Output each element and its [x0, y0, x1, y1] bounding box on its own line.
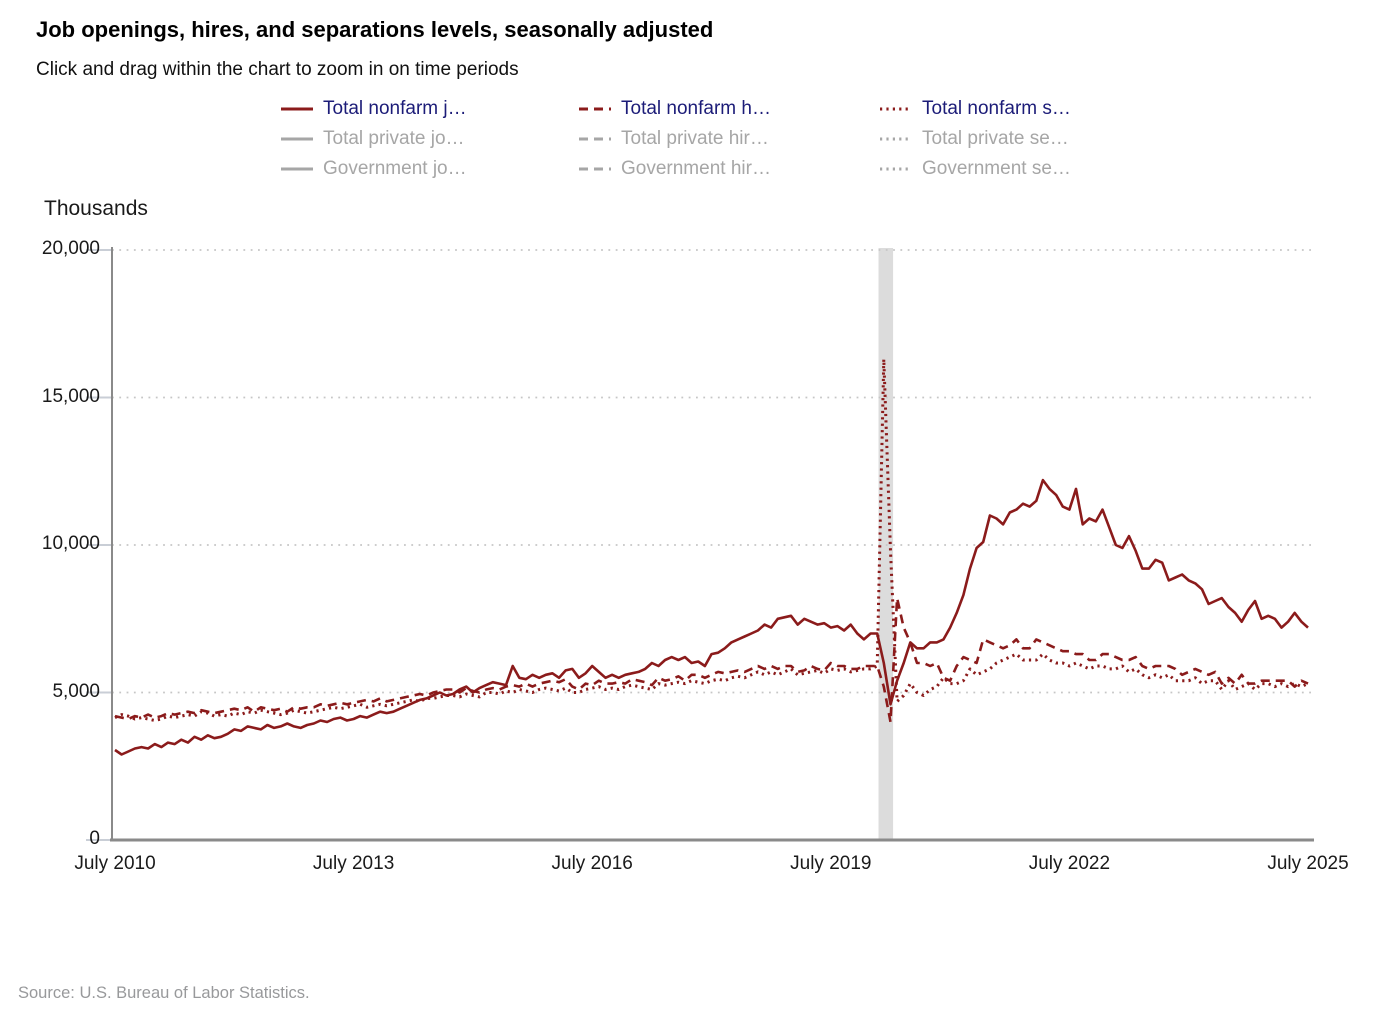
legend-line-dotted-icon [880, 107, 912, 111]
x-tick-label: July 2025 [1267, 853, 1349, 874]
legend-label: Total nonfarm j… [323, 98, 467, 119]
x-tick-label: July 2022 [1028, 853, 1111, 874]
y-tick-label: 15,000 [41, 385, 100, 407]
x-tick-label: July 2019 [790, 853, 872, 874]
legend-item-2-1[interactable]: Government hir… [578, 154, 879, 184]
legend-line-dotted-icon [880, 137, 912, 141]
legend-item-1-0[interactable]: Total private jo… [280, 124, 578, 154]
x-tick-label: July 2016 [551, 853, 633, 874]
chart-zoom-hint: Click and drag within the chart to zoom … [36, 59, 519, 80]
legend-line-dashed-icon [579, 137, 611, 141]
legend-label: Government jo… [323, 158, 467, 179]
legend-label: Total nonfarm s… [922, 98, 1071, 119]
legend-line-solid-icon [281, 167, 313, 171]
legend-label: Total private jo… [323, 128, 465, 149]
chart-title: Job openings, hires, and separations lev… [36, 17, 714, 42]
source-note: Source: U.S. Bureau of Labor Statistics. [18, 984, 310, 1002]
y-tick-label: 0 [89, 828, 100, 849]
legend-item-1-1[interactable]: Total private hir… [578, 124, 879, 154]
legend-item-0-0[interactable]: Total nonfarm j… [280, 94, 578, 124]
y-tick-label: 20,000 [41, 238, 100, 259]
legend-line-dashed-icon [579, 167, 611, 171]
legend-line-solid-icon [281, 137, 313, 141]
legend-item-0-2[interactable]: Total nonfarm s… [879, 94, 1191, 124]
legend-line-dashed-icon [579, 107, 611, 111]
legend: Total nonfarm j… Total nonfarm h… Total no… [280, 94, 1191, 184]
recession-shading-band [878, 248, 894, 840]
legend-label: Government hir… [621, 158, 771, 179]
y-tick-label: 5,000 [52, 680, 100, 702]
legend-label: Total private hir… [621, 128, 769, 149]
legend-item-2-0[interactable]: Government jo… [280, 154, 578, 184]
legend-line-dotted-icon [880, 167, 912, 171]
legend-item-0-1[interactable]: Total nonfarm h… [578, 94, 879, 124]
series-line-dotted [114, 357, 1309, 722]
series-line-dashed [114, 596, 1309, 724]
legend-line-solid-icon [281, 107, 313, 111]
legend-item-1-2[interactable]: Total private se… [879, 124, 1191, 154]
x-tick-label: July 2013 [312, 853, 395, 874]
y-axis-unit-label: Thousands [44, 197, 148, 220]
legend-label: Total nonfarm h… [621, 98, 771, 119]
series-line-solid [114, 478, 1309, 756]
legend-item-2-2[interactable]: Government se… [879, 154, 1191, 184]
legend-label: Total private se… [922, 128, 1069, 149]
legend-label: Government se… [922, 158, 1071, 179]
x-tick-label: July 2010 [74, 853, 156, 874]
y-tick-label: 10,000 [41, 533, 100, 554]
